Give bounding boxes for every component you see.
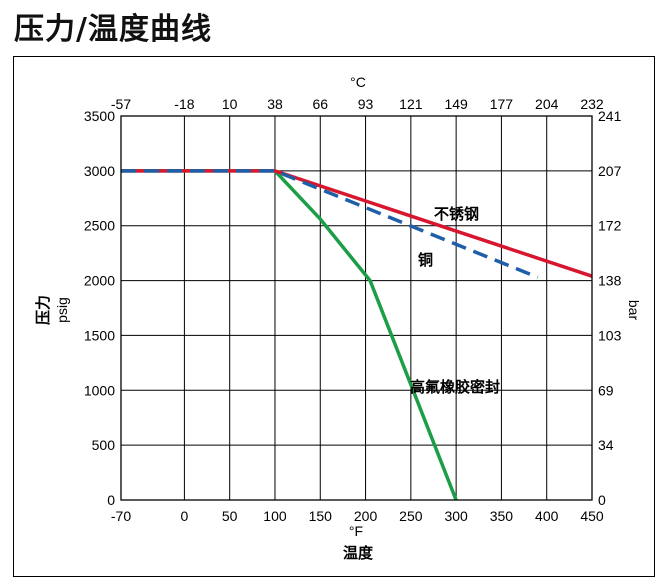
x2-tick-label-38: 38: [267, 96, 283, 112]
grid: [121, 116, 592, 500]
tick-labels: -70 0 50 100 150 200 250 300 350 400 450-57 -18 10 38…: [84, 96, 622, 524]
x-axis-title: 温度: [343, 544, 374, 562]
x-tick-label-200: 200: [354, 508, 378, 524]
y2-tick-label-207: 207: [598, 163, 622, 179]
x2-tick-label-177: 177: [490, 96, 514, 112]
y2-tick-label-241: 241: [598, 108, 622, 124]
y2-tick-label-0: 0: [598, 492, 606, 508]
y2-tick-label-103: 103: [598, 327, 622, 343]
series-label-stainless-steel: 不锈钢: [434, 205, 479, 223]
x2-tick-label-93: 93: [358, 96, 374, 112]
y-tick-label-0: 0: [107, 492, 115, 508]
x-tick-label-300: 300: [444, 508, 468, 524]
y-tick-label-2500: 2500: [84, 218, 115, 234]
x-axis-unit: °F: [349, 523, 363, 539]
x2-tick-label--18: -18: [174, 96, 194, 112]
x-tick-label-450: 450: [580, 508, 604, 524]
x-tick-label-400: 400: [535, 508, 559, 524]
plot-border: [120, 115, 593, 501]
x2-tick-label-10: 10: [222, 96, 238, 112]
x2-tick-label-149: 149: [444, 96, 468, 112]
y2-tick-label-172: 172: [598, 218, 622, 234]
x-tick-label-350: 350: [490, 508, 514, 524]
chart-frame: [13, 56, 655, 577]
y-tick-label-3500: 3500: [84, 108, 115, 124]
x-tick-label-0: 0: [181, 508, 189, 524]
series-line-copper: [121, 169, 539, 279]
y-tick-label-1500: 1500: [84, 327, 115, 343]
page-title: 压力/温度曲线: [14, 12, 212, 47]
y-tick-label-500: 500: [92, 437, 116, 453]
y-tick-label-2000: 2000: [84, 273, 115, 289]
x-tick-label-250: 250: [399, 508, 423, 524]
y2-axis-unit: bar: [626, 300, 642, 321]
y-tick-label-3000: 3000: [84, 163, 115, 179]
x-tick-label-50: 50: [222, 508, 238, 524]
y2-tick-label-138: 138: [598, 273, 622, 289]
series-label-copper: 铜: [418, 251, 433, 269]
x-tick-label-100: 100: [263, 508, 287, 524]
series-lines: [121, 169, 593, 501]
series-label-fkm-seal: 高氟橡胶密封: [410, 378, 500, 396]
y-axis-unit: psig: [54, 297, 70, 323]
y-tick-label-1000: 1000: [84, 382, 115, 398]
x2-tick-label-66: 66: [312, 96, 328, 112]
y2-tick-label-69: 69: [598, 382, 614, 398]
y2-tick-label-34: 34: [598, 437, 614, 453]
y-axis-title: 压力: [34, 295, 52, 325]
series-line-stainless-steel: [121, 169, 593, 278]
x2-axis-unit: °C: [350, 74, 366, 90]
x2-tick-label--57: -57: [111, 96, 131, 112]
x-tick-label-150: 150: [309, 508, 333, 524]
x2-tick-label-121: 121: [399, 96, 423, 112]
x-tick-label--70: -70: [111, 508, 131, 524]
x2-tick-label-204: 204: [535, 96, 559, 112]
x2-tick-label-232: 232: [580, 96, 604, 112]
